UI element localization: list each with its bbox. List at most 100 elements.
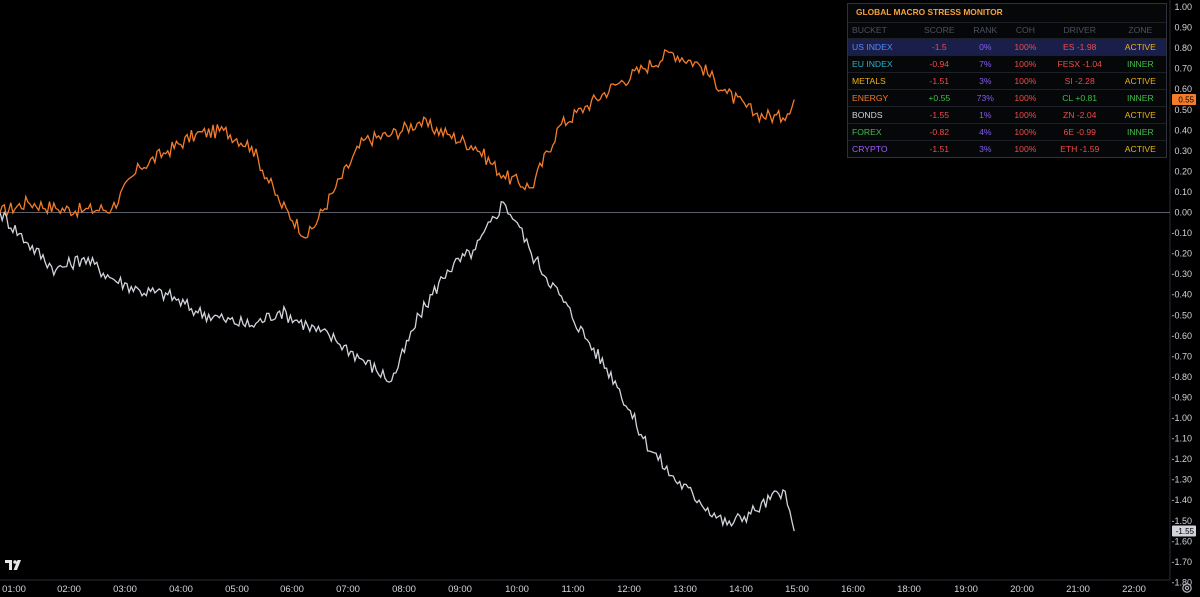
x-tick-label: 13:00 (673, 584, 697, 595)
y-tick-label: -0.70 (1171, 351, 1192, 361)
x-tick-label: 11:00 (561, 584, 584, 595)
coh-cell: 100% (1006, 72, 1045, 90)
series-layer (0, 48, 795, 532)
x-tick-label: 05:00 (225, 584, 249, 595)
y-tick-label: -1.20 (1171, 454, 1192, 464)
driver-cell: SI -2.28 (1044, 72, 1115, 90)
y-tick-label: 0.70 (1174, 64, 1192, 74)
driver-cell: ETH -1.59 (1044, 140, 1115, 157)
y-tick-label: 0.20 (1174, 166, 1192, 176)
y-tick-label: -0.60 (1171, 331, 1192, 341)
y-tick-label: -1.40 (1171, 495, 1192, 505)
bucket-cell: US INDEX (848, 38, 914, 56)
score-cell: -1.5 (913, 38, 965, 56)
y-tick-label: -0.50 (1171, 310, 1192, 320)
monitor-row: ENERGY +0.55 73% 100% CL +0.81 INNER (848, 89, 1166, 107)
zone-cell: INNER (1114, 89, 1166, 107)
monitor-title: GLOBAL MACRO STRESS MONITOR (856, 7, 1003, 17)
y-tick-label: -1.60 (1171, 536, 1192, 546)
y-tick-label: -1.00 (1171, 413, 1192, 423)
driver-cell: ZN -2.04 (1044, 106, 1115, 124)
rank-cell: 7% (964, 55, 1006, 73)
zone-cell: ACTIVE (1114, 72, 1166, 90)
x-tick-label: 12:00 (617, 584, 641, 595)
coh-cell: 100% (1006, 89, 1045, 107)
price-axis[interactable]: 1.00 0.90 0.80 0.70 0.60 0.50 0.40 0.30 0.20 0.10… (1171, 2, 1192, 587)
x-tick-label: 14:00 (729, 584, 753, 595)
x-tick-label: 18:00 (897, 584, 921, 595)
x-tick-label: 19:00 (954, 584, 978, 595)
last-value-label: 0.55 (1178, 95, 1194, 104)
driver-cell: CL +0.81 (1044, 89, 1115, 107)
y-tick-label: -0.90 (1171, 392, 1192, 402)
driver-cell: ES -1.98 (1044, 38, 1115, 56)
header-zone: ZONE (1114, 22, 1166, 39)
x-tick-label: 09:00 (448, 584, 472, 595)
y-tick-label: -1.10 (1171, 434, 1192, 444)
last-value-tag (1172, 93, 1196, 105)
x-tick-label: 10:00 (505, 584, 529, 595)
monitor-row: BONDS -1.55 1% 100% ZN -2.04 ACTIVE (848, 106, 1166, 124)
x-tick-label: 21:00 (1066, 584, 1090, 595)
bucket-cell: CRYPTO (848, 140, 914, 157)
header-coh: COH (1006, 22, 1045, 39)
last-value-label: -1.55 (1176, 527, 1195, 536)
y-tick-label: 1.00 (1174, 2, 1192, 12)
driver-cell: FESX -1.04 (1044, 55, 1115, 73)
rank-cell: 3% (964, 72, 1006, 90)
y-tick-label: -1.30 (1171, 475, 1192, 485)
y-tick-label: -0.80 (1171, 372, 1192, 382)
monitor-grid: BUCKET SCORE RANK COH DRIVER ZONE US IND… (848, 22, 1166, 157)
header-bucket: BUCKET (848, 22, 914, 39)
series-line (0, 201, 795, 532)
x-tick-label: 16:00 (841, 584, 865, 595)
coh-cell: 100% (1006, 123, 1045, 141)
y-tick-label: 0.40 (1174, 125, 1192, 135)
coh-cell: 100% (1006, 55, 1045, 73)
score-cell: -1.55 (913, 106, 965, 124)
y-tick-label: -0.10 (1171, 228, 1192, 238)
bucket-cell: EU INDEX (848, 55, 914, 73)
header-driver: DRIVER (1044, 22, 1115, 39)
rank-cell: 0% (964, 38, 1006, 56)
bucket-cell: ENERGY (848, 89, 914, 107)
macro-stress-monitor-table: GLOBAL MACRO STRESS MONITOR BUCKET SCORE… (847, 3, 1167, 158)
x-tick-label: 20:00 (1010, 584, 1034, 595)
x-tick-label: 15:00 (785, 584, 809, 595)
x-tick-label: 08:00 (392, 584, 416, 595)
y-tick-label: 0.10 (1174, 187, 1192, 197)
time-axis[interactable]: 01:00 02:00 03:00 04:00 05:00 06:00 07:00 08:00… (2, 584, 1146, 595)
monitor-header-row: BUCKET SCORE RANK COH DRIVER ZONE (848, 22, 1166, 39)
zone-cell: ACTIVE (1114, 106, 1166, 124)
gear-icon[interactable] (1181, 582, 1193, 594)
y-tick-label: -1.70 (1171, 557, 1192, 567)
y-tick-label: 0.60 (1174, 84, 1192, 94)
coh-cell: 100% (1006, 38, 1045, 56)
header-score: SCORE (913, 22, 965, 39)
header-rank: RANK (964, 22, 1006, 39)
monitor-row: EU INDEX -0.94 7% 100% FESX -1.04 INNER (848, 55, 1166, 73)
y-tick-label: -0.30 (1171, 269, 1192, 279)
last-value-tag (1172, 525, 1196, 537)
score-cell: -1.51 (913, 72, 965, 90)
monitor-row: US INDEX -1.5 0% 100% ES -1.98 ACTIVE (848, 38, 1166, 56)
bucket-cell: FOREX (848, 123, 914, 141)
monitor-row: CRYPTO -1.51 3% 100% ETH -1.59 ACTIVE (848, 140, 1166, 157)
y-tick-label: -0.20 (1171, 249, 1192, 259)
bucket-cell: METALS (848, 72, 914, 90)
x-tick-label: 02:00 (57, 584, 81, 595)
y-tick-label: 0.00 (1174, 208, 1192, 218)
y-tick-label: -0.40 (1171, 290, 1192, 300)
x-tick-label: 04:00 (169, 584, 193, 595)
y-tick-label: -1.80 (1171, 577, 1192, 587)
tradingview-logo-icon[interactable] (4, 558, 24, 572)
zone-cell: INNER (1114, 55, 1166, 73)
x-tick-label: 07:00 (336, 584, 360, 595)
y-tick-label: -1.50 (1171, 516, 1192, 526)
y-tick-label: 0.30 (1174, 146, 1192, 156)
score-cell: -1.51 (913, 140, 965, 157)
rank-cell: 3% (964, 140, 1006, 157)
score-cell: +0.55 (913, 89, 965, 107)
rank-cell: 4% (964, 123, 1006, 141)
